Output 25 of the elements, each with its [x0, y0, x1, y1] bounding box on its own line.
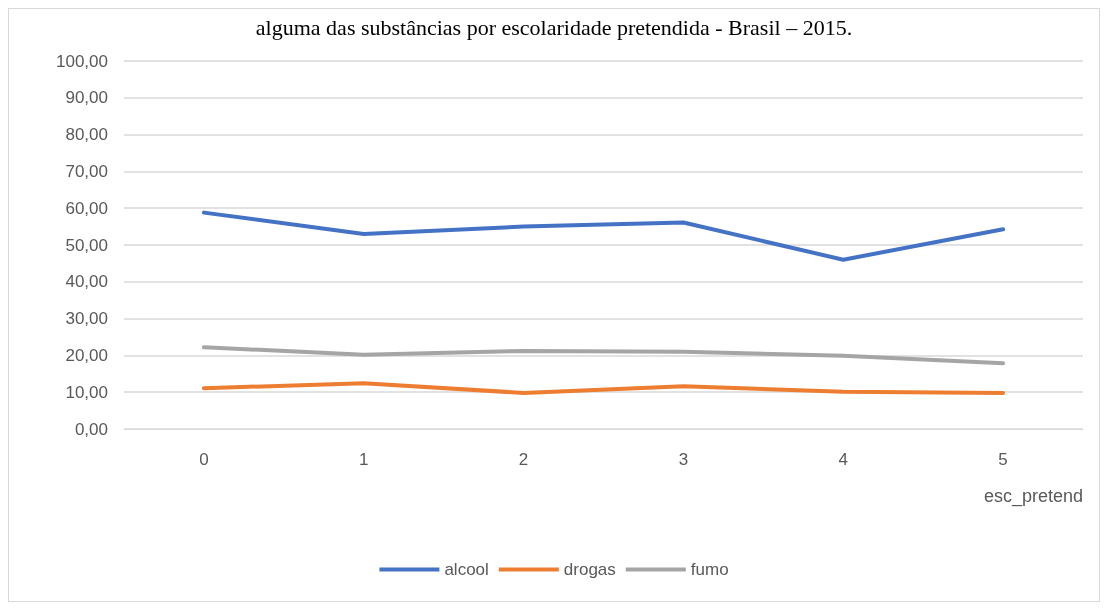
y-tick-label: 40,00: [65, 272, 108, 292]
line-series: [201, 381, 1006, 395]
y-tick-label: 100,00: [56, 51, 108, 71]
x-tick-label: 1: [359, 450, 369, 469]
y-tick-label: 50,00: [65, 235, 108, 255]
line-series: [201, 345, 1006, 366]
x-axis-title: esc_pretend: [983, 486, 1083, 507]
y-tick-label: 80,00: [65, 125, 108, 145]
y-tick-label: 10,00: [65, 382, 108, 402]
x-tick-label: 0: [199, 450, 209, 469]
x-tick-label: 5: [998, 450, 1008, 469]
y-tick-label: 90,00: [65, 88, 108, 108]
y-tick-label: 0,00: [74, 419, 108, 439]
line-series: [201, 210, 1006, 262]
legend-label: drogas: [563, 560, 616, 579]
chart-title: alguma das substâncias por escolaridade pretendida - Brasil – 2015.: [255, 14, 853, 40]
x-tick-label: 2: [518, 450, 529, 469]
x-tick-label: 3: [678, 450, 689, 469]
y-tick-label: 30,00: [65, 309, 108, 329]
x-tick-label: 4: [838, 450, 848, 469]
legend-label: alcool: [444, 560, 489, 579]
y-tick-label: 20,00: [65, 345, 108, 365]
y-tick-label: 60,00: [65, 198, 108, 218]
legend-label: fumo: [690, 560, 729, 579]
y-tick-label: 70,00: [65, 161, 108, 181]
